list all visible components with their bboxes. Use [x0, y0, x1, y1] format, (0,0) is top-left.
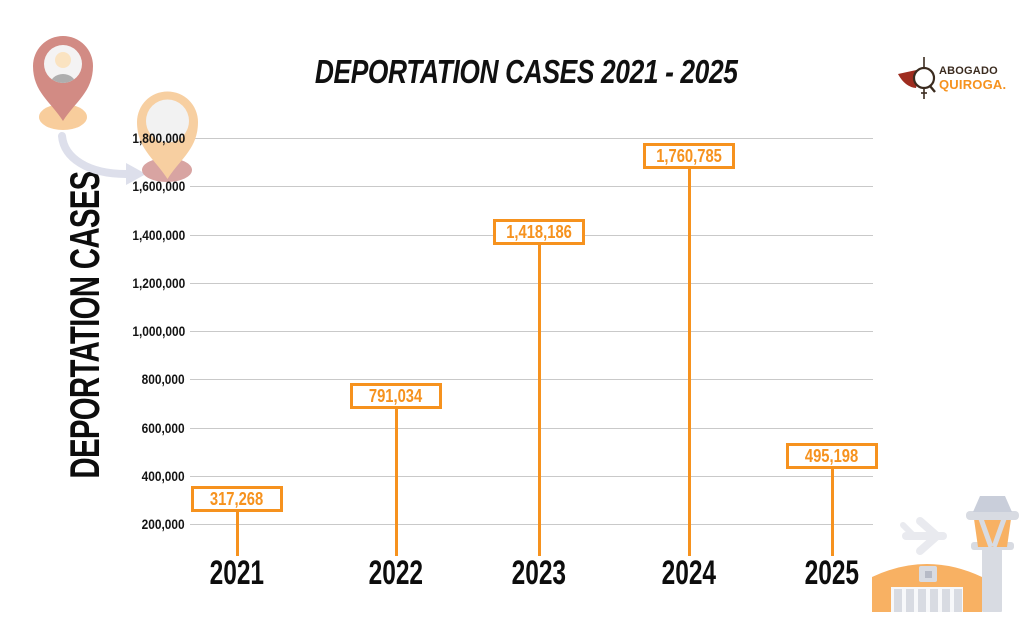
- y-tick-label: 1,600,000: [132, 178, 185, 195]
- value-label-box: 317,268: [191, 485, 283, 512]
- lollipop-stem: [394, 409, 398, 556]
- lollipop-stem: [537, 245, 541, 556]
- y-tick-label: 1,400,000: [132, 226, 185, 243]
- x-tick-label: 2025: [804, 554, 860, 592]
- y-tick-label: 800,000: [141, 371, 185, 388]
- value-label-box: 495,198: [786, 442, 878, 469]
- gridline: [190, 427, 873, 429]
- chart-title: DEPORTATION CASES 2021 - 2025: [262, 52, 762, 92]
- value-label-box: 1,418,186: [493, 219, 585, 246]
- x-tick-label: 2024: [661, 554, 717, 592]
- y-tick-label: 400,000: [141, 467, 185, 484]
- y-tick-label: 600,000: [141, 419, 185, 436]
- lollipop-stem: [687, 169, 691, 556]
- value-label-box: 791,034: [350, 383, 442, 410]
- lollipop-stem: [830, 468, 834, 556]
- gridline: [190, 331, 873, 332]
- gridline: [190, 186, 873, 188]
- gridline: [190, 282, 873, 284]
- brand-logo: ABOGADO QUIROGA.: [896, 56, 1006, 102]
- chart-title-text: DEPORTATION CASES 2021 - 2025: [314, 53, 738, 90]
- y-tick-label: 1,000,000: [132, 323, 185, 339]
- logo-text-line2: QUIROGA.: [939, 76, 1007, 92]
- x-tick-label: 2022: [368, 554, 424, 592]
- gridline: [190, 524, 873, 525]
- x-tick-label: 2021: [209, 554, 265, 592]
- logo-text: ABOGADO QUIROGA.: [939, 66, 1006, 91]
- airplane-icon: [900, 517, 947, 555]
- value-label-box: 1,760,785: [643, 143, 735, 170]
- gridline: [190, 379, 873, 381]
- y-tick-label: 1,800,000: [132, 130, 185, 146]
- lollipop-stem: [235, 511, 239, 556]
- x-tick-label: 2023: [511, 554, 567, 592]
- logo-text-line1: ABOGADO: [939, 65, 998, 78]
- y-tick-label: 200,000: [141, 516, 185, 532]
- control-tower-icon: [966, 496, 1019, 612]
- gridline: [190, 138, 873, 139]
- gridline: [190, 475, 873, 477]
- scales-q-logo-icon: [898, 57, 936, 99]
- y-tick-label: 1,200,000: [132, 274, 185, 291]
- person-avatar-icon: [50, 52, 76, 83]
